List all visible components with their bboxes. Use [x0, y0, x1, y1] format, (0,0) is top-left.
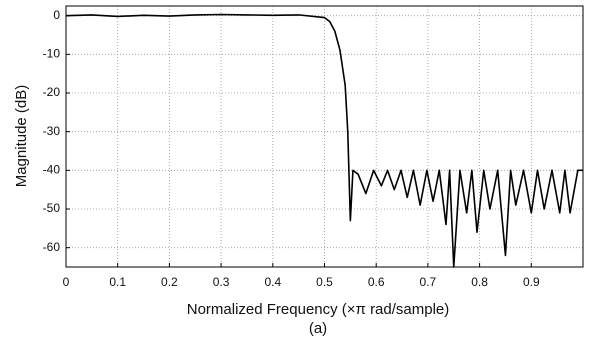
y-tick-label: 0: [53, 8, 60, 22]
y-tick-label: -10: [43, 47, 61, 61]
x-tick-label: 0.8: [471, 275, 488, 289]
x-tick-label: 0.9: [523, 275, 540, 289]
x-tick-label: 0: [63, 275, 70, 289]
x-tick-label: 0.7: [420, 275, 437, 289]
y-tick-label: -50: [43, 201, 61, 215]
x-tick-label: 0.2: [161, 275, 178, 289]
y-tick-label: -30: [43, 124, 61, 138]
y-tick-label: -60: [43, 240, 61, 254]
x-axis-label: Normalized Frequency (×π rad/sample): [187, 301, 450, 318]
caption: (a): [309, 320, 327, 337]
y-tick-label: -20: [43, 85, 61, 99]
x-tick-label: 0.4: [264, 275, 281, 289]
x-tick-label: 0.5: [316, 275, 333, 289]
response-line: [65, 13, 583, 268]
y-axis-label: Magnitude (dB): [13, 85, 30, 188]
x-tick-label: 0.1: [109, 275, 126, 289]
y-tick-label: -40: [43, 163, 61, 177]
x-tick-label: 0.6: [368, 275, 385, 289]
x-tick-label: 0.3: [213, 275, 230, 289]
plot-frame: [65, 5, 584, 268]
